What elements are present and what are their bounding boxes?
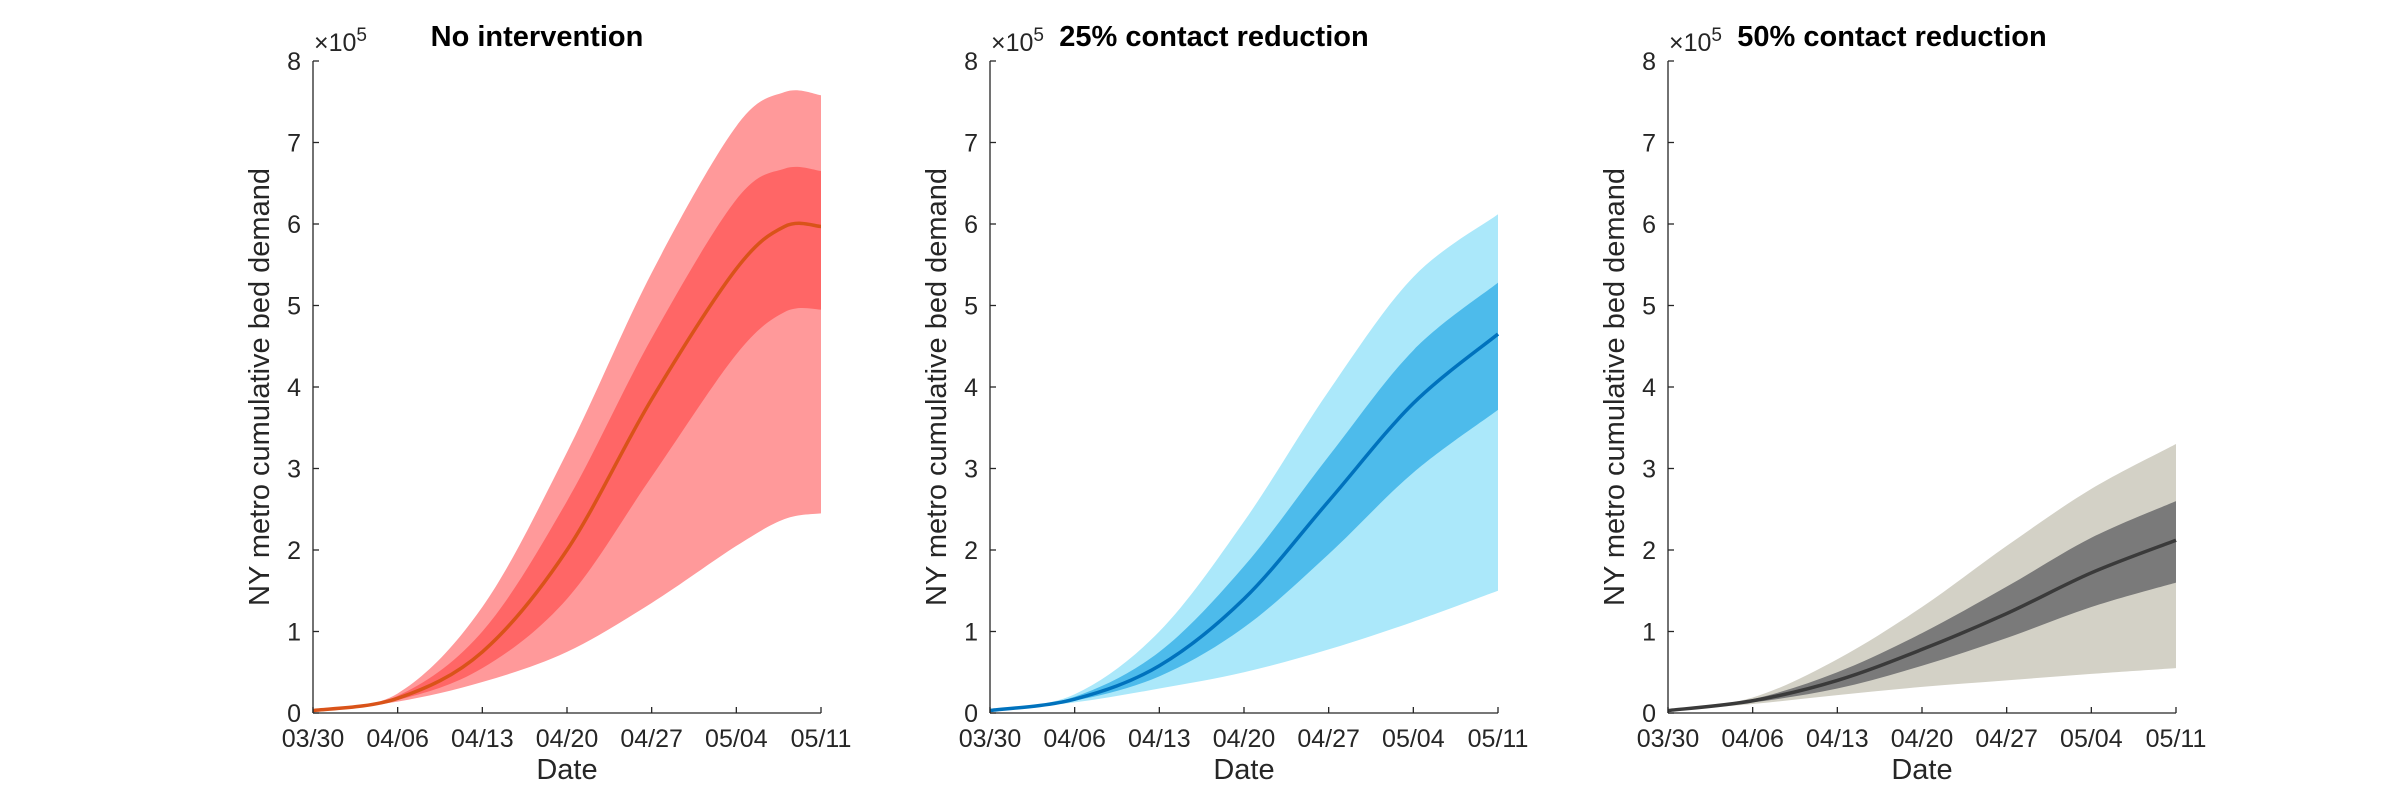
median-data-point bbox=[1158, 664, 1161, 667]
inner-confidence-band bbox=[1668, 501, 2176, 711]
x-tick-label: 05/11 bbox=[791, 725, 852, 753]
y-tick-label: 5 bbox=[1642, 293, 1656, 321]
y-tick-label: 3 bbox=[287, 456, 301, 484]
y-tick-label: 5 bbox=[287, 293, 301, 321]
median-data-point bbox=[396, 697, 399, 700]
chart-title: 25% contact reduction bbox=[1059, 21, 1368, 53]
x-tick-label: 04/06 bbox=[1043, 725, 1106, 753]
median-data-point bbox=[481, 650, 484, 653]
y-axis-label: NY metro cumulative bed demand bbox=[244, 168, 276, 606]
inner-confidence-band bbox=[990, 282, 1498, 711]
x-tick-label: 04/20 bbox=[1891, 725, 1954, 753]
x-tick-label: 04/13 bbox=[1128, 725, 1191, 753]
chart-panel-2: 0 1 2 3 4 5 6 7 8 03/30 04/06 04/13 04/20 04/27 05/04 0… bbox=[921, 21, 1528, 786]
x-axis-label: Date bbox=[1213, 754, 1274, 786]
x-tick-label: 05/04 bbox=[705, 725, 768, 753]
median-data-point bbox=[1751, 699, 1754, 702]
y-tick-label: 5 bbox=[964, 293, 978, 321]
x-tick-label: 03/30 bbox=[282, 725, 345, 753]
median-data-point bbox=[1243, 597, 1246, 600]
outer-confidence-band bbox=[990, 214, 1498, 711]
y-axis-label: NY metro cumulative bed demand bbox=[921, 168, 953, 606]
y-tick-label: 3 bbox=[964, 456, 978, 484]
y-tick-label: 2 bbox=[964, 537, 978, 565]
y-tick-label: 4 bbox=[1642, 374, 1656, 402]
x-tick-label: 05/04 bbox=[1382, 725, 1445, 753]
y-exponent-base: ×10 bbox=[991, 29, 1033, 57]
y-tick-label: 4 bbox=[964, 374, 978, 402]
x-tick-label: 05/11 bbox=[1468, 725, 1529, 753]
median-data-point bbox=[2175, 539, 2178, 542]
median-data-point bbox=[1836, 679, 1839, 682]
y-exponent-base: ×10 bbox=[1669, 29, 1711, 57]
y-tick-label: 2 bbox=[1642, 537, 1656, 565]
y-tick-label: 8 bbox=[287, 48, 301, 76]
median-data-point bbox=[650, 398, 653, 401]
chart-title: No intervention bbox=[431, 21, 644, 53]
x-tick-label: 04/13 bbox=[1806, 725, 1869, 753]
y-tick-label: 4 bbox=[287, 374, 301, 402]
chart-title: 50% contact reduction bbox=[1737, 21, 2046, 53]
y-exponent-multiplier: ×105 bbox=[991, 25, 1044, 57]
median-data-point bbox=[820, 225, 823, 228]
median-data-point bbox=[1921, 648, 1924, 651]
x-tick-label: 04/13 bbox=[451, 725, 514, 753]
median-data-point bbox=[1073, 698, 1076, 701]
y-axis-label: NY metro cumulative bed demand bbox=[1599, 168, 1631, 606]
x-tick-label: 04/27 bbox=[1297, 725, 1360, 753]
median-data-point bbox=[2005, 612, 2008, 615]
y-exponent-power: 5 bbox=[1711, 25, 1722, 46]
outer-confidence-band bbox=[313, 90, 821, 711]
y-tick-label: 1 bbox=[964, 619, 978, 647]
x-tick-label: 04/20 bbox=[536, 725, 599, 753]
y-exponent-power: 5 bbox=[356, 25, 367, 46]
y-tick-label: 8 bbox=[1642, 48, 1656, 76]
y-tick-label: 0 bbox=[964, 700, 978, 728]
y-tick-label: 0 bbox=[287, 700, 301, 728]
x-tick-label: 05/11 bbox=[2146, 725, 2207, 753]
x-axis-label: Date bbox=[1891, 754, 1952, 786]
y-tick-label: 0 bbox=[1642, 700, 1656, 728]
x-tick-label: 04/06 bbox=[366, 725, 429, 753]
y-exponent-power: 5 bbox=[1033, 25, 1044, 46]
chart-panel-1: 0 1 2 3 4 5 6 7 8 03/30 04/06 04/13 04/20 04/27 05/04 0… bbox=[244, 21, 851, 786]
x-tick-label: 05/04 bbox=[2060, 725, 2123, 753]
inner-confidence-band bbox=[313, 166, 821, 711]
y-tick-label: 3 bbox=[1642, 456, 1656, 484]
y-tick-label: 6 bbox=[287, 211, 301, 239]
median-data-point bbox=[1412, 402, 1415, 405]
y-tick-label: 8 bbox=[964, 48, 978, 76]
y-tick-label: 2 bbox=[287, 537, 301, 565]
y-tick-label: 1 bbox=[1642, 619, 1656, 647]
median-data-point bbox=[735, 267, 738, 270]
y-tick-label: 6 bbox=[964, 211, 978, 239]
x-tick-label: 04/27 bbox=[620, 725, 683, 753]
y-exponent-multiplier: ×105 bbox=[314, 25, 367, 57]
median-data-point bbox=[566, 549, 569, 552]
y-tick-label: 1 bbox=[287, 619, 301, 647]
y-exponent-multiplier: ×105 bbox=[1669, 25, 1722, 57]
x-tick-label: 03/30 bbox=[959, 725, 1022, 753]
y-tick-label: 7 bbox=[287, 130, 301, 158]
x-tick-label: 04/27 bbox=[1975, 725, 2038, 753]
y-tick-label: 7 bbox=[964, 130, 978, 158]
median-line bbox=[312, 221, 822, 713]
x-axis-label: Date bbox=[536, 754, 597, 786]
median-data-point bbox=[783, 225, 786, 228]
median-line bbox=[1667, 538, 2177, 713]
y-exponent-base: ×10 bbox=[314, 29, 356, 57]
y-tick-label: 6 bbox=[1642, 211, 1656, 239]
median-line bbox=[989, 332, 1500, 713]
chart-panel-3: 0 1 2 3 4 5 6 7 8 03/30 04/06 04/13 04/20 04/27 05/04 0… bbox=[1599, 21, 2206, 786]
x-tick-label: 03/30 bbox=[1637, 725, 1700, 753]
median-data-point bbox=[1327, 500, 1330, 503]
x-tick-label: 04/20 bbox=[1213, 725, 1276, 753]
median-data-point bbox=[1497, 333, 1500, 336]
outer-confidence-band bbox=[1668, 444, 2176, 711]
median-data-point bbox=[2090, 571, 2093, 574]
y-tick-label: 7 bbox=[1642, 130, 1656, 158]
x-tick-label: 04/06 bbox=[1721, 725, 1784, 753]
